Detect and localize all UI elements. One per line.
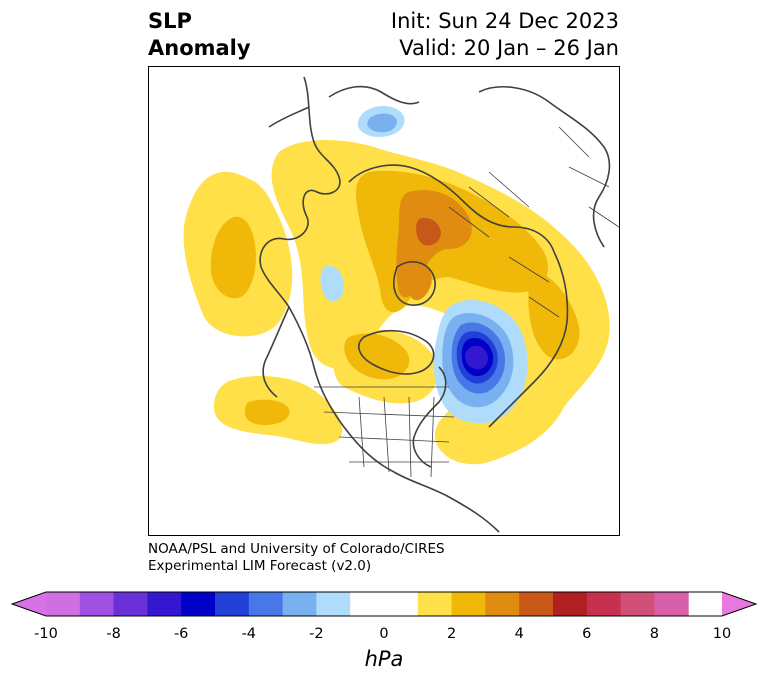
colorbar-segment [215, 592, 250, 616]
colorbar-segment [620, 592, 655, 616]
colorbar-segment [485, 592, 520, 616]
colorbar-segment [46, 592, 81, 616]
colorbar-tick-label: 4 [514, 626, 524, 642]
colorbar-segment [654, 592, 689, 616]
colorbar-tick-label: 2 [446, 626, 457, 642]
colorbar-segment [350, 592, 419, 616]
credit-text: NOAA/PSL and University of Colorado/CIRE… [148, 541, 445, 575]
map-title: SLP Anomaly [148, 8, 251, 62]
colorbar-segment [113, 592, 148, 616]
colorbar [10, 591, 758, 617]
credit-line-1: NOAA/PSL and University of Colorado/CIRE… [148, 541, 445, 557]
valid-range: Valid: 20 Jan – 26 Jan [399, 36, 619, 60]
title-line-1: SLP [148, 9, 192, 33]
colorbar-segment [282, 592, 317, 616]
negative-anomaly-6-7 [465, 345, 488, 370]
colorbar-segment [147, 592, 182, 616]
positive-anomaly-4-5 [416, 217, 441, 246]
colorbar-tick-label: 6 [582, 626, 592, 642]
colorbar-tick-label: -8 [106, 626, 121, 642]
colorbar-segment [586, 592, 622, 616]
colorbar-segment [553, 592, 588, 616]
colorbar-tick-label: -4 [241, 626, 257, 642]
colorbar-tick-label: 8 [649, 626, 660, 642]
colorbar-tick-labels: -10 -8 -6 -4 -2 0 2 4 6 8 10 [0, 626, 768, 646]
credit-line-2: Experimental LIM Forecast (v2.0) [148, 558, 372, 574]
colorbar-over-arrow [722, 592, 756, 616]
coastlines [259, 76, 611, 533]
colorbar-segment [316, 592, 351, 616]
init-date: Init: Sun 24 Dec 2023 [390, 9, 619, 33]
colorbar-outline [10, 591, 758, 617]
colorbar-tick-label: -10 [34, 626, 58, 642]
slp-anomaly-map [183, 76, 619, 533]
title-line-2: Anomaly [148, 36, 251, 60]
colorbar-segment [519, 592, 554, 616]
colorbar-tick-label: 10 [712, 626, 732, 642]
map-panel [148, 66, 620, 536]
colorbar-tick-label: -2 [309, 626, 324, 642]
colorbar-segment [79, 592, 115, 616]
political-borders [314, 126, 619, 478]
colorbar-tick-label: 0 [379, 626, 389, 642]
colorbar-segment [248, 592, 284, 616]
colorbar-segment [181, 592, 216, 616]
forecast-dates: Init: Sun 24 Dec 2023 Valid: 20 Jan – 26… [391, 8, 619, 62]
colorbar-tick-label: -6 [173, 626, 189, 642]
colorbar-segments [46, 592, 689, 616]
colorbar-segment [417, 592, 453, 616]
colorbar-under-arrow [12, 592, 46, 616]
colorbar-segment [451, 592, 486, 616]
colorbar-label: hPa [364, 647, 404, 671]
